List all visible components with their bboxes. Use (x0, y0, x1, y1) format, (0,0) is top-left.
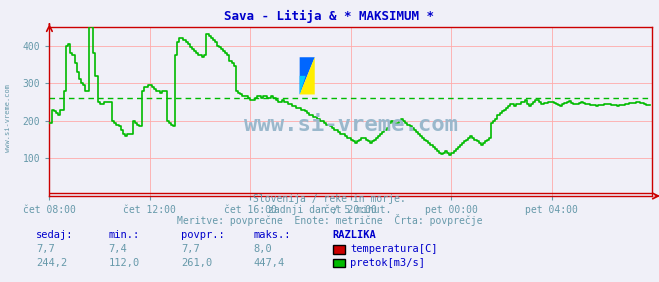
Text: 447,4: 447,4 (254, 258, 285, 268)
Text: 112,0: 112,0 (109, 258, 140, 268)
Text: 7,7: 7,7 (36, 244, 55, 254)
Text: Meritve: povprečne  Enote: metrične  Črta: povprečje: Meritve: povprečne Enote: metrične Črta:… (177, 214, 482, 226)
Text: maks.:: maks.: (254, 230, 291, 240)
Polygon shape (300, 57, 315, 94)
Text: pretok[m3/s]: pretok[m3/s] (350, 258, 425, 268)
Text: RAZLIKA: RAZLIKA (333, 230, 376, 240)
Text: min.:: min.: (109, 230, 140, 240)
Text: 8,0: 8,0 (254, 244, 272, 254)
Polygon shape (300, 76, 306, 94)
Text: povpr.:: povpr.: (181, 230, 225, 240)
Text: temperatura[C]: temperatura[C] (350, 244, 438, 254)
Text: Slovenija / reke in morje.: Slovenija / reke in morje. (253, 194, 406, 204)
Text: 7,4: 7,4 (109, 244, 127, 254)
Text: 244,2: 244,2 (36, 258, 67, 268)
Text: www.si-vreme.com: www.si-vreme.com (244, 115, 458, 135)
Text: zadnji dan / 5 minut.: zadnji dan / 5 minut. (268, 205, 391, 215)
Text: 7,7: 7,7 (181, 244, 200, 254)
Text: sedaj:: sedaj: (36, 230, 74, 240)
Text: Sava - Litija & * MAKSIMUM *: Sava - Litija & * MAKSIMUM * (225, 10, 434, 23)
Polygon shape (300, 57, 315, 94)
Text: www.si-vreme.com: www.si-vreme.com (5, 84, 11, 153)
Text: 261,0: 261,0 (181, 258, 212, 268)
